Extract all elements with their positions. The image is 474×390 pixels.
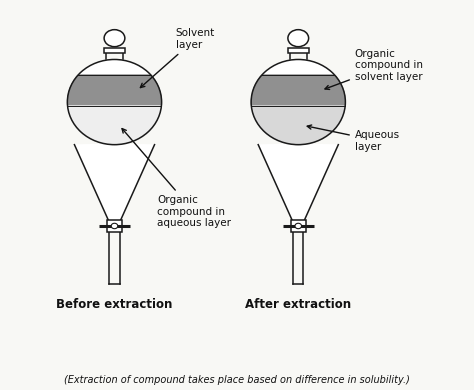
Text: Aqueous
layer: Aqueous layer xyxy=(307,125,400,152)
Text: (Extraction of compound takes place based on difference in solubility.): (Extraction of compound takes place base… xyxy=(64,375,410,385)
Polygon shape xyxy=(252,106,345,145)
Circle shape xyxy=(104,30,125,47)
Circle shape xyxy=(295,223,301,229)
Text: After extraction: After extraction xyxy=(245,298,351,310)
Text: Solvent
layer: Solvent layer xyxy=(140,28,215,88)
Polygon shape xyxy=(68,106,161,145)
Polygon shape xyxy=(68,75,161,106)
FancyBboxPatch shape xyxy=(291,220,306,232)
Text: Organic
compound in
solvent layer: Organic compound in solvent layer xyxy=(325,49,423,89)
Text: Organic
compound in
aqueous layer: Organic compound in aqueous layer xyxy=(122,129,231,228)
Polygon shape xyxy=(67,59,162,220)
Circle shape xyxy=(111,223,118,229)
Text: Before extraction: Before extraction xyxy=(56,298,173,310)
FancyBboxPatch shape xyxy=(288,48,309,53)
Polygon shape xyxy=(251,75,345,106)
Circle shape xyxy=(288,30,309,47)
Polygon shape xyxy=(251,59,346,220)
FancyBboxPatch shape xyxy=(107,220,122,232)
FancyBboxPatch shape xyxy=(104,48,125,53)
